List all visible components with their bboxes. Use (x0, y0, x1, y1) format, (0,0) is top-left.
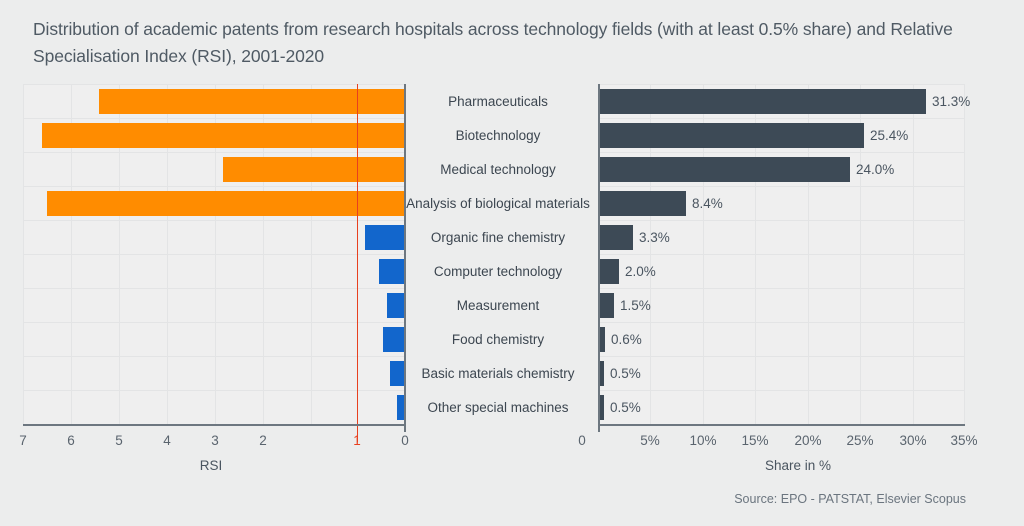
category-label-computer-technology: Computer technology (433, 264, 563, 279)
chart-plot-area: 31.3% 25.4% 24.0% 8.4% 3.3% 2.0% 1.5% 0.… (0, 84, 1024, 442)
category-label-other-special-machines: Other special machines (427, 400, 569, 415)
share-bar-measurement (598, 293, 614, 318)
share-axis-title: Share in % (764, 458, 832, 473)
rsi-panel (23, 84, 406, 442)
share-tick-20: 20% (794, 433, 822, 448)
share-axis-zero-tick (598, 84, 600, 432)
share-bar-other-special-machines (598, 395, 604, 420)
share-tick-25: 25% (846, 433, 874, 448)
rsi-bar-analysis-of-biological-materials (47, 191, 405, 216)
share-value-label: 3.3% (639, 230, 670, 245)
chart-title: Distribution of academic patents from re… (33, 19, 953, 66)
category-label-medical-technology: Medical technology (440, 162, 556, 177)
rsi-tick-7: 7 (19, 433, 27, 448)
share-value-label: 1.5% (620, 298, 651, 313)
share-tick-35: 35% (950, 433, 978, 448)
share-bar-pharmaceuticals (598, 89, 926, 114)
share-tick-15: 15% (741, 433, 769, 448)
rsi-axis-title: RSI (199, 458, 223, 473)
share-tick-10: 10% (689, 433, 717, 448)
share-value-label: 25.4% (870, 128, 909, 143)
share-panel: 31.3% 25.4% 24.0% 8.4% 3.3% 2.0% 1.5% 0.… (598, 84, 970, 432)
category-label-food-chemistry: Food chemistry (451, 332, 545, 347)
category-label-analysis-of-biological-materials: Analysis of biological materials (406, 196, 590, 211)
rsi-bar-food-chemistry (383, 327, 405, 352)
category-label-measurement: Measurement (456, 298, 540, 313)
rsi-bar-biotechnology (42, 123, 405, 148)
category-label-organic-fine-chemistry: Organic fine chemistry (430, 230, 566, 245)
share-value-label: 0.5% (610, 400, 641, 415)
share-bar-analysis-of-biological-materials (598, 191, 686, 216)
rsi-reference-line (357, 84, 359, 442)
share-value-label: 0.6% (611, 332, 642, 347)
rsi-bar-medical-technology (223, 157, 405, 182)
share-bar-biotechnology (598, 123, 864, 148)
rsi-bar-basic-materials-chemistry (390, 361, 405, 386)
share-bar-food-chemistry (598, 327, 605, 352)
rsi-axis-line (23, 424, 405, 426)
rsi-tick-1: 1 (353, 433, 361, 448)
rsi-tick-6: 6 (67, 433, 75, 448)
share-bar-organic-fine-chemistry (598, 225, 633, 250)
share-bar-basic-materials-chemistry (598, 361, 604, 386)
category-label-biotechnology: Biotechnology (455, 128, 541, 143)
share-value-label: 8.4% (692, 196, 723, 211)
rsi-tick-5: 5 (115, 433, 123, 448)
rsi-bar-measurement (387, 293, 405, 318)
share-value-label: 2.0% (625, 264, 656, 279)
source-note: Source: EPO - PATSTAT, Elsevier Scopus (734, 492, 966, 506)
rsi-tick-0: 0 (401, 433, 409, 448)
category-label-basic-materials-chemistry: Basic materials chemistry (421, 366, 575, 381)
rsi-tick-4: 4 (163, 433, 171, 448)
rsi-tick-3: 3 (211, 433, 219, 448)
share-value-label: 24.0% (856, 162, 895, 177)
share-value-label: 0.5% (610, 366, 641, 381)
category-label-pharmaceuticals: Pharmaceuticals (448, 94, 548, 109)
share-axis-line (598, 424, 965, 426)
rsi-bar-organic-fine-chemistry (365, 225, 405, 250)
share-tick-30: 30% (899, 433, 927, 448)
share-tick-5: 5% (640, 433, 660, 448)
share-bar-medical-technology (598, 157, 850, 182)
rsi-bar-computer-technology (379, 259, 405, 284)
rsi-axis-zero-tick (404, 84, 406, 432)
share-tick-0: 0 (578, 433, 586, 448)
share-value-label: 31.3% (932, 94, 971, 109)
rsi-bar-other-special-machines (397, 395, 405, 420)
rsi-bar-pharmaceuticals (99, 89, 405, 114)
share-bar-computer-technology (598, 259, 619, 284)
rsi-tick-2: 2 (259, 433, 267, 448)
